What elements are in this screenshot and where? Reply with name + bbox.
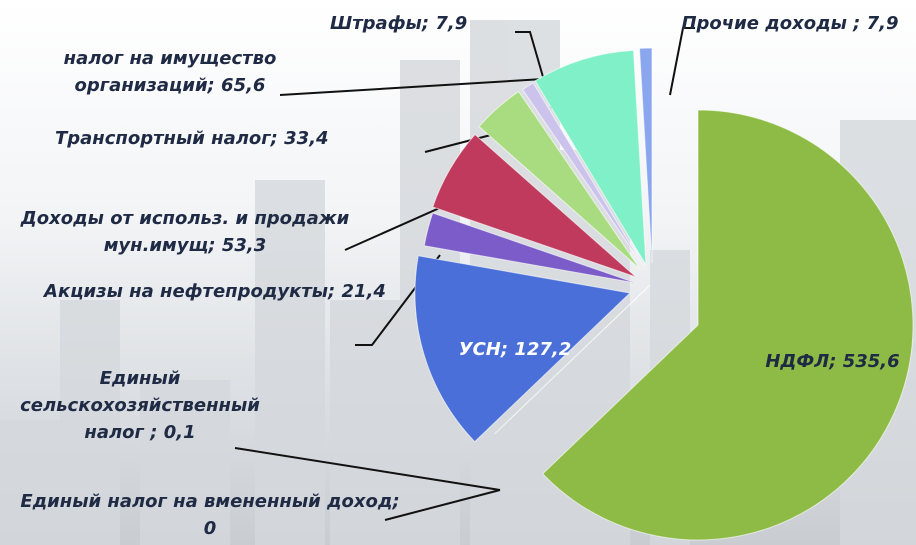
category-name: Штрафы; — [330, 13, 429, 34]
category-name: Единый налог на вмененный доход; — [20, 491, 399, 512]
category-name: Доходы от использ. и продажи мун.имущ; — [21, 208, 350, 256]
data-label: Доходы от использ. и продажи мун.имущ; 5… — [10, 205, 360, 259]
data-label: налог на имущество организаций; 65,6 — [20, 45, 320, 99]
value-label: 0 — [204, 518, 217, 539]
value-label: 0,1 — [164, 422, 196, 443]
data-label: Акцизы на нефтепродукты; 21,4 — [40, 278, 390, 305]
value-label: 33,4 — [284, 128, 328, 149]
data-label: УСН; 127,2 — [440, 336, 590, 363]
data-label: Транспортный налог; 33,4 — [55, 125, 435, 152]
data-label: Штрафы; 7,9 — [330, 10, 530, 37]
category-name: Единый сельскохозяйственный налог ; — [20, 368, 260, 443]
value-label: 53,3 — [222, 235, 266, 256]
category-name: Акцизы на нефтепродукты; — [44, 281, 335, 302]
data-label: Единый сельскохозяйственный налог ; 0,1 — [10, 365, 270, 446]
value-label: 65,6 — [221, 75, 265, 96]
chart: НДФЛ; 535,6 Единый налог на вмененный дох… — [0, 0, 916, 545]
data-label: Единый налог на вмененный доход; 0 — [20, 488, 400, 542]
value-label: 7,9 — [435, 13, 467, 34]
category-name: НДФЛ; — [765, 351, 836, 372]
value-label: 127,2 — [514, 339, 571, 360]
category-name: Транспортный налог; — [55, 128, 278, 149]
value-label: 7,9 — [867, 13, 899, 34]
data-label: Прочие доходы ; 7,9 — [665, 10, 915, 37]
category-name: Прочие доходы ; — [681, 13, 860, 34]
data-label: НДФЛ; 535,6 — [745, 348, 916, 375]
category-name: УСН; — [459, 339, 508, 360]
value-label: 21,4 — [342, 281, 386, 302]
value-label: 535,6 — [843, 351, 900, 372]
